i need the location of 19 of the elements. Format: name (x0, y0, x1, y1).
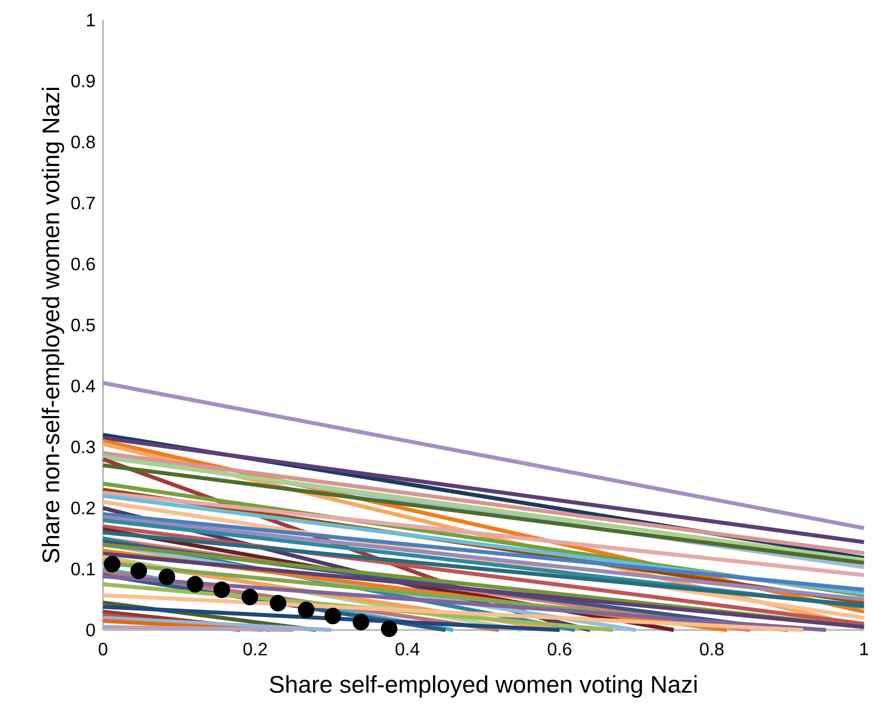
y-tick-label: 0.8 (71, 136, 95, 148)
x-axis-title: Share self-employed women voting Nazi (270, 675, 697, 698)
y-tick-label: 0.6 (71, 258, 95, 270)
y-tick-label: 0.5 (71, 318, 95, 332)
x-tick-label: 0.8 (700, 642, 724, 656)
x-tick-label: 0.2 (243, 642, 267, 656)
x-tick-label: 0.6 (548, 642, 572, 656)
y-tick-label: 0.9 (71, 74, 95, 88)
x-tick-label: 1 (860, 642, 868, 656)
y-axis-title: Share non-self-employed women voting Nazi (42, 88, 64, 563)
x-tick-label: 0.4 (396, 642, 420, 656)
y-tick-label: 1 (86, 14, 95, 26)
y-tick-label: 0.4 (71, 380, 96, 392)
y-tick-label: 0.1 (71, 562, 95, 576)
y-tick-label: 0.3 (71, 440, 95, 454)
y-tick-label: 0.7 (71, 196, 95, 210)
y-tick-label: 0 (86, 624, 95, 636)
y-tick-label: 0.2 (71, 502, 95, 514)
x-tick-label: 0 (98, 642, 108, 656)
